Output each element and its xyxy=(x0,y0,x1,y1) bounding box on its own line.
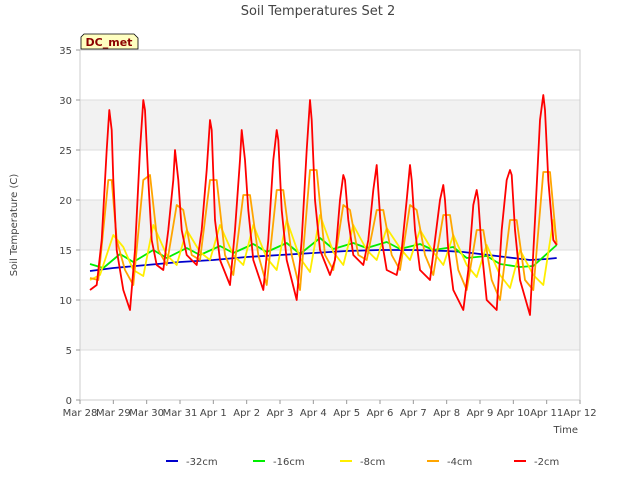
plot-area-frame xyxy=(79,49,581,401)
x-tick-label: Mar 28 xyxy=(63,408,98,419)
y-axis-ticks: 0 5 10 15 20 25 30 35 xyxy=(59,46,80,407)
plot-band xyxy=(80,350,580,400)
x-tick-label: Apr 9 xyxy=(467,408,494,419)
legend: -32cm -16cm -8cm -4cm -2cm xyxy=(166,457,559,468)
y-tick-label: 20 xyxy=(59,196,72,207)
y-tick-label: 10 xyxy=(59,296,72,307)
x-tick-label: Apr 10 xyxy=(497,408,530,419)
legend-label: -2cm xyxy=(534,457,559,468)
x-tick-label: Apr 3 xyxy=(267,408,294,419)
legend-label: -4cm xyxy=(447,457,472,468)
legend-label: -8cm xyxy=(360,457,385,468)
site-label: DC_met xyxy=(86,36,133,49)
y-axis-label: Soil Temperature (C) xyxy=(9,174,20,277)
x-tick-label: Apr 12 xyxy=(563,408,596,419)
x-tick-label: Mar 29 xyxy=(96,408,131,419)
site-label-box: DC_met xyxy=(80,33,139,50)
x-tick-label: Apr 11 xyxy=(530,408,563,419)
x-tick-label: Apr 6 xyxy=(367,408,394,419)
plot-band xyxy=(80,50,580,100)
plot-band xyxy=(80,100,580,150)
y-tick-label: 25 xyxy=(59,146,72,157)
x-tick-label: Mar 30 xyxy=(129,408,164,419)
legend-label: -32cm xyxy=(186,457,218,468)
chart-title: Soil Temperatures Set 2 xyxy=(241,4,396,19)
series-lines xyxy=(89,94,558,316)
x-tick-label: Apr 1 xyxy=(200,408,227,419)
plot-band xyxy=(80,150,580,200)
x-tick-label: Apr 7 xyxy=(400,408,427,419)
x-tick-label: Apr 4 xyxy=(300,408,327,419)
legend-label: -16cm xyxy=(273,457,305,468)
y-tick-label: 0 xyxy=(66,396,72,407)
y-tick-label: 15 xyxy=(59,246,72,257)
x-tick-label: Apr 2 xyxy=(233,408,260,419)
y-tick-label: 35 xyxy=(59,46,72,57)
plot-band xyxy=(80,300,580,350)
series-line-minus-2cm xyxy=(89,94,558,316)
x-tick-label: Mar 31 xyxy=(163,408,198,419)
x-tick-label: Apr 8 xyxy=(433,408,460,419)
x-tick-label: Apr 5 xyxy=(333,408,360,419)
y-tick-label: 30 xyxy=(59,96,72,107)
x-axis-label: Time xyxy=(553,425,578,436)
y-tick-label: 5 xyxy=(66,346,72,357)
